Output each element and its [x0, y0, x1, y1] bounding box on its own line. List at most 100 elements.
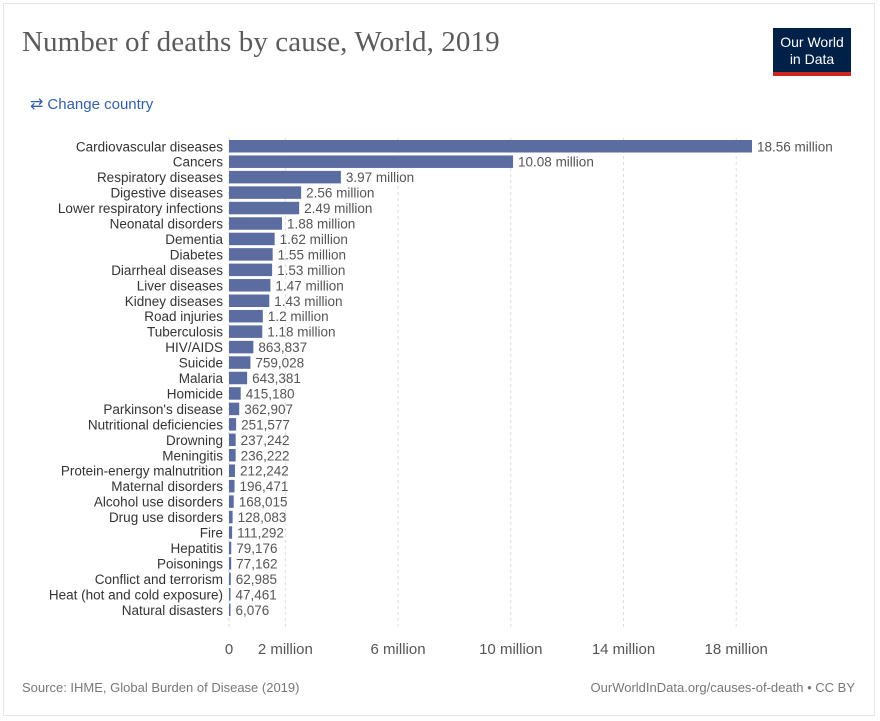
- value-label: 1.55 million: [278, 247, 346, 262]
- value-label: 1.2 million: [268, 309, 329, 324]
- category-label: Heat (hot and cold exposure): [49, 587, 223, 602]
- value-label: 362,907: [244, 402, 293, 417]
- value-label: 18.56 million: [757, 139, 833, 154]
- value-label: 79,176: [236, 541, 277, 556]
- category-label: Natural disasters: [122, 603, 224, 618]
- source-note: Source: IHME, Global Burden of Disease (…: [22, 680, 300, 695]
- value-label: 1.53 million: [277, 263, 345, 278]
- value-label: 236,222: [241, 448, 290, 463]
- chart-frame: [3, 3, 875, 716]
- bars: [229, 140, 752, 616]
- value-label: 415,180: [246, 386, 295, 401]
- bar-24[interactable]: [229, 510, 233, 524]
- category-label: Road injuries: [144, 309, 223, 324]
- bar-26[interactable]: [229, 541, 232, 555]
- bar-15[interactable]: [229, 371, 248, 385]
- footer-separator: •: [807, 680, 812, 695]
- value-label: 10.08 million: [518, 155, 594, 170]
- category-label: Parkinson's disease: [103, 402, 223, 417]
- category-label: Drowning: [166, 433, 223, 448]
- value-label: 1.47 million: [275, 278, 343, 293]
- bar-18[interactable]: [229, 418, 237, 431]
- category-label: Alcohol use disorders: [94, 495, 223, 510]
- category-label: Kidney diseases: [125, 294, 224, 309]
- x-tick-label: 6 million: [371, 641, 426, 658]
- bar-29[interactable]: [229, 588, 231, 601]
- category-label: Diarrheal diseases: [111, 263, 223, 278]
- category-label: Cardiovascular diseases: [76, 139, 223, 154]
- logo-line-1: Our World: [780, 34, 844, 50]
- change-country-button[interactable]: ⇄ Change country: [30, 94, 153, 114]
- category-label: Neonatal disorders: [110, 217, 224, 232]
- bar-30[interactable]: [229, 603, 231, 617]
- bar-8[interactable]: [229, 263, 273, 277]
- bar-23[interactable]: [229, 495, 234, 508]
- value-label: 759,028: [255, 356, 304, 371]
- bar-11[interactable]: [229, 309, 263, 323]
- category-label: Lower respiratory infections: [58, 201, 223, 216]
- value-label: 77,162: [236, 556, 277, 571]
- bar-6[interactable]: [229, 232, 275, 246]
- value-label: 168,015: [239, 495, 288, 510]
- category-label: Homicide: [167, 386, 223, 401]
- value-label: 128,083: [238, 510, 287, 525]
- category-label: Tuberculosis: [147, 325, 223, 340]
- bar-14[interactable]: [229, 356, 251, 369]
- bar-25[interactable]: [229, 526, 233, 539]
- bar-28[interactable]: [229, 572, 231, 586]
- bar-1[interactable]: [229, 155, 514, 168]
- bar-7[interactable]: [229, 248, 273, 261]
- bar-0[interactable]: [229, 140, 752, 153]
- category-label: Protein-energy malnutrition: [61, 464, 223, 479]
- bar-17[interactable]: [229, 402, 240, 416]
- value-label: 47,461: [236, 587, 277, 602]
- footer-credits: OurWorldInData.org/causes-of-death • CC …: [591, 680, 855, 695]
- swap-arrows-icon: ⇄: [30, 96, 44, 113]
- x-tick-label: 0: [225, 641, 233, 658]
- owid-logo[interactable]: Our World in Data: [773, 28, 851, 76]
- value-label: 1.62 million: [280, 232, 348, 247]
- source-link[interactable]: OurWorldInData.org/causes-of-death: [590, 680, 804, 695]
- value-label: 111,292: [237, 526, 284, 541]
- x-axis-ticks: 0 2 million 6 million 10 million 14 million 1…: [225, 641, 768, 658]
- category-label: Fire: [200, 526, 223, 541]
- bar-3[interactable]: [229, 186, 302, 199]
- category-labels: Cardiovascular diseasesCancersRespirator…: [49, 139, 224, 618]
- value-label: 1.88 million: [287, 217, 355, 232]
- value-label: 62,985: [236, 572, 277, 587]
- bar-20[interactable]: [229, 449, 236, 462]
- value-label: 863,837: [258, 340, 307, 355]
- bar-21[interactable]: [229, 464, 235, 477]
- license-link[interactable]: CC BY: [815, 680, 855, 695]
- value-label: 3.97 million: [346, 170, 414, 185]
- bar-5[interactable]: [229, 217, 282, 230]
- category-label: Poisonings: [157, 556, 223, 571]
- bar-4[interactable]: [229, 201, 300, 215]
- category-label: Maternal disorders: [111, 479, 223, 494]
- bar-10[interactable]: [229, 294, 270, 308]
- value-label: 212,242: [240, 464, 289, 479]
- category-label: Suicide: [179, 356, 223, 371]
- category-label: Dementia: [165, 232, 223, 247]
- bar-13[interactable]: [229, 340, 254, 354]
- value-label: 643,381: [252, 371, 301, 386]
- bar-9[interactable]: [229, 279, 271, 292]
- chart-title: Number of deaths by cause, World, 2019: [22, 26, 500, 58]
- bar-2[interactable]: [229, 170, 341, 184]
- category-label: Diabetes: [170, 247, 224, 262]
- bar-22[interactable]: [229, 479, 235, 493]
- value-label: 196,471: [240, 479, 289, 494]
- change-country-label: Change country: [47, 96, 154, 113]
- bar-27[interactable]: [229, 557, 232, 570]
- value-label: 237,242: [241, 433, 290, 448]
- category-label: Respiratory diseases: [97, 170, 223, 185]
- value-label: 251,577: [241, 417, 290, 432]
- x-tick-label: 10 million: [479, 641, 542, 658]
- bar-12[interactable]: [229, 325, 263, 338]
- x-tick-label: 18 million: [705, 641, 768, 658]
- x-tick-label: 14 million: [592, 641, 655, 658]
- bar-16[interactable]: [229, 387, 241, 400]
- category-label: Cancers: [173, 155, 224, 170]
- x-tick-label: 2 million: [258, 641, 313, 658]
- bar-19[interactable]: [229, 433, 236, 447]
